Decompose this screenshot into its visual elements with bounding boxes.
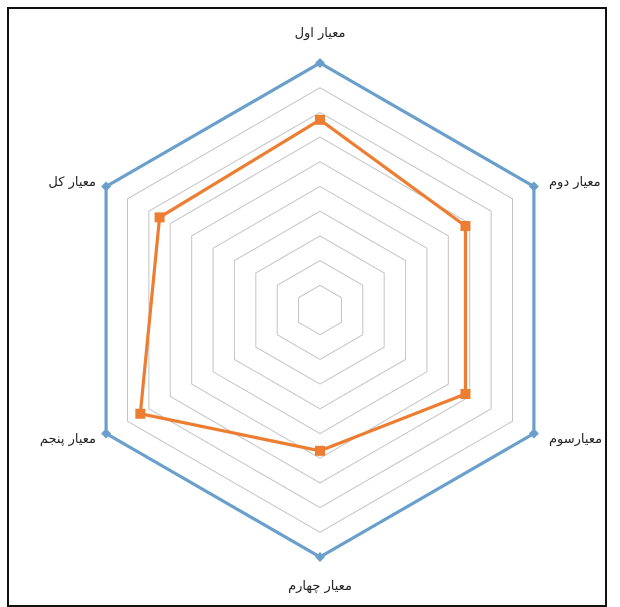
grid-ring-5: [212, 185, 428, 435]
series-2-point-4: [315, 445, 325, 456]
series-2-point-1: [315, 114, 325, 125]
series-1-point-3: [528, 428, 539, 439]
series-2-point-6: [154, 212, 165, 223]
grid-ring-7: [169, 136, 471, 484]
grid-ring-3: [255, 235, 385, 385]
grid-ring-1: [298, 284, 342, 336]
grid-ring-8: [148, 111, 492, 509]
category-label-2: معیار دوم: [549, 175, 601, 190]
series-1-point-1: [315, 58, 325, 68]
grid-ring-9: [126, 87, 514, 533]
series-1-point-2: [528, 181, 539, 192]
category-label-4: معیار چهارم: [288, 579, 352, 594]
series-1-point-4: [315, 552, 325, 562]
category-label-5: معیار پنجم: [40, 432, 96, 447]
series-1-point-5: [101, 428, 112, 439]
series-2-point-3: [460, 388, 471, 399]
series-2-point-2: [460, 221, 471, 232]
series-1-point-6: [101, 181, 112, 192]
category-label-6: معیار کل: [48, 175, 96, 190]
category-label-3: معیارسوم: [549, 432, 602, 447]
series-2-line: [138, 117, 468, 453]
grid-ring-6: [191, 161, 449, 459]
category-label-1: معیار اول: [295, 26, 346, 41]
radar-grid: [105, 62, 535, 558]
radar-series: [101, 58, 539, 562]
series-2-point-5: [135, 408, 146, 419]
grid-ring-2: [276, 260, 364, 360]
grid-ring-4: [233, 210, 407, 410]
radar-category-labels: معیار اول معیار دوم معیارسوم معیار چهارم معی…: [40, 26, 602, 594]
